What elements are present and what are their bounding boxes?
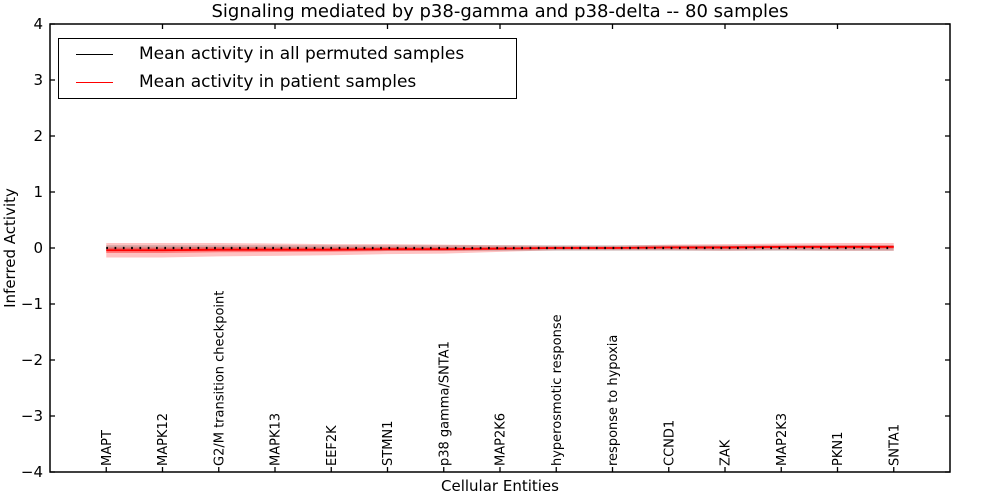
x-tick-label: PKN1 [831,432,846,466]
y-tick-label: −2 [21,351,43,369]
legend-line-sample [76,53,113,55]
x-tick-label: CCND1 [662,420,677,466]
x-tick-label: MAPK12 [156,413,171,466]
legend-item: Mean activity in all permuted samples [59,41,516,67]
x-tick-label: MAPK13 [269,413,284,466]
x-tick-label: G2/M transition checkpoint [212,291,227,466]
x-tick-label: ZAK [719,439,734,466]
x-axis-title: Cellular Entities [441,477,559,495]
legend-label: Mean activity in all permuted samples [139,43,465,64]
x-tick-label: EEF2K [325,425,340,466]
x-tick-label: response to hypoxia [606,335,621,466]
y-tick-label: −4 [21,463,43,481]
y-axis-title: Inferred Activity [1,188,19,308]
y-tick-label: −3 [21,407,43,425]
legend-item: Mean activity in patient samples [59,70,516,96]
legend-line-sample [76,82,113,84]
x-tick-label: SNTA1 [887,424,902,466]
y-tick-label: 3 [33,71,43,89]
y-tick-label: 0 [33,239,43,257]
y-tick-label: 1 [33,183,43,201]
legend: Mean activity in all permuted samples Mea… [58,38,517,99]
y-tick-label: 2 [33,127,43,145]
chart-title: Signaling mediated by p38-gamma and p38-… [211,1,789,22]
x-tick-label: MAP2K3 [775,413,790,466]
x-tick-label: MAP2K6 [494,413,509,466]
legend-label: Mean activity in patient samples [139,72,417,93]
x-tick-label: hyperosmotic response [550,314,565,466]
y-tick-label: 4 [33,15,43,33]
x-tick-label: STMN1 [381,421,396,466]
x-tick-label: p38 gamma/SNTA1 [437,341,452,466]
y-tick-label: −1 [21,295,43,313]
x-tick-label: MAPT [100,430,115,466]
